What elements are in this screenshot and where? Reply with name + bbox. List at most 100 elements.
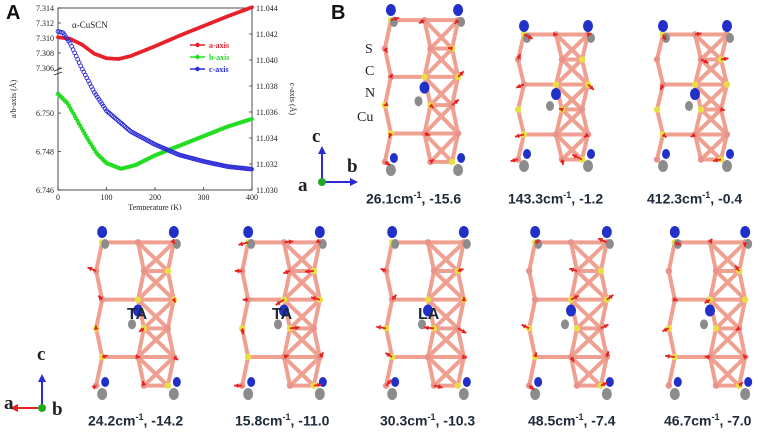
bond xyxy=(527,355,538,388)
n-atom xyxy=(605,377,614,387)
bond xyxy=(516,107,526,137)
arrow-head xyxy=(454,18,460,24)
bond xyxy=(288,326,322,359)
bond xyxy=(719,132,729,162)
c-atom xyxy=(744,239,753,249)
bond xyxy=(708,355,742,388)
arrow-head xyxy=(723,56,729,62)
bond xyxy=(554,107,564,137)
cu-atom xyxy=(454,130,462,137)
c-atom xyxy=(605,239,614,249)
bond xyxy=(580,32,590,62)
data-point xyxy=(89,142,94,147)
bond xyxy=(240,355,251,388)
bond xyxy=(527,240,538,273)
bond xyxy=(693,107,723,137)
arrow-head xyxy=(461,328,467,334)
bond xyxy=(240,269,251,302)
c-atom xyxy=(669,388,680,400)
n-atom xyxy=(551,88,561,100)
bond xyxy=(422,46,433,79)
atom-label-n: N xyxy=(365,86,376,101)
branch-label-ta-1: TA xyxy=(127,306,148,323)
arrow-head xyxy=(661,35,667,41)
bond xyxy=(384,326,395,359)
bond xyxy=(527,269,538,302)
arrow-head xyxy=(458,71,464,77)
arrow-head xyxy=(703,58,709,64)
atom-label-cu: Cu xyxy=(357,110,374,125)
bond xyxy=(699,82,729,112)
bond xyxy=(708,269,742,302)
axis-triad-bottom xyxy=(10,374,46,412)
arrow-head xyxy=(315,238,321,243)
arrow-head xyxy=(98,295,104,301)
arrow-head xyxy=(713,157,718,163)
c-atom xyxy=(318,239,327,249)
legend-marker xyxy=(195,66,200,72)
bond xyxy=(714,326,748,359)
c-atom xyxy=(722,160,732,172)
bond xyxy=(580,132,590,162)
structure-top-2 xyxy=(510,20,595,172)
n-atom xyxy=(530,226,541,238)
bond xyxy=(655,107,665,137)
cu-atom xyxy=(712,382,720,389)
bond xyxy=(136,326,170,359)
data-point xyxy=(72,114,77,118)
n-atom xyxy=(722,20,732,32)
c-atom xyxy=(168,388,179,400)
cu-atom xyxy=(573,382,581,389)
bond xyxy=(554,57,564,87)
arrow-head xyxy=(93,325,99,330)
bond xyxy=(714,240,748,273)
c-atom xyxy=(726,33,734,43)
bond xyxy=(598,269,609,302)
c-atom xyxy=(172,239,181,249)
bond xyxy=(432,355,466,388)
y-left-tick-label: 7.308 xyxy=(36,49,54,58)
n-atom xyxy=(168,226,179,238)
arrow-head xyxy=(171,297,176,303)
bond xyxy=(426,240,436,273)
legend-label-a-axis: a-axis xyxy=(209,41,229,50)
axis-origin xyxy=(38,404,46,412)
n-atom xyxy=(583,20,593,32)
s-atom xyxy=(712,325,720,332)
bond xyxy=(575,297,609,331)
s-atom xyxy=(691,81,699,88)
axis-a-bottom: a xyxy=(4,393,14,414)
c-atom xyxy=(101,239,110,249)
bond xyxy=(737,240,748,273)
bond xyxy=(708,297,742,331)
bond xyxy=(142,240,176,273)
mode-label-bottom-5: 46.7cm-1, -7.0 xyxy=(664,412,752,429)
s-atom xyxy=(164,382,172,389)
arrow-head xyxy=(704,298,710,304)
cu-atom xyxy=(430,267,438,275)
arrow-head xyxy=(102,354,108,360)
arrow-head xyxy=(437,384,443,389)
bond xyxy=(311,355,322,388)
c-atom xyxy=(314,388,325,400)
c-atom xyxy=(414,96,423,107)
bond xyxy=(136,326,146,359)
c-atom xyxy=(519,160,529,172)
arrow-head xyxy=(704,354,710,360)
x-tick-label: 300 xyxy=(198,193,210,202)
data-point xyxy=(67,104,71,108)
arrow-head xyxy=(665,353,670,359)
panel-a-letter: A xyxy=(6,2,21,24)
legend-label-c-axis: c-axis xyxy=(209,65,229,74)
bond xyxy=(719,107,729,137)
arrow-head xyxy=(690,132,696,137)
bond xyxy=(432,240,466,273)
bond xyxy=(282,240,316,273)
bond xyxy=(569,297,603,331)
data-point xyxy=(81,128,85,133)
bond xyxy=(288,240,322,273)
arrow-head xyxy=(428,159,434,164)
arrow-head xyxy=(737,382,743,387)
y-left-tick-label: 6.746 xyxy=(36,186,54,195)
bond xyxy=(554,32,564,62)
